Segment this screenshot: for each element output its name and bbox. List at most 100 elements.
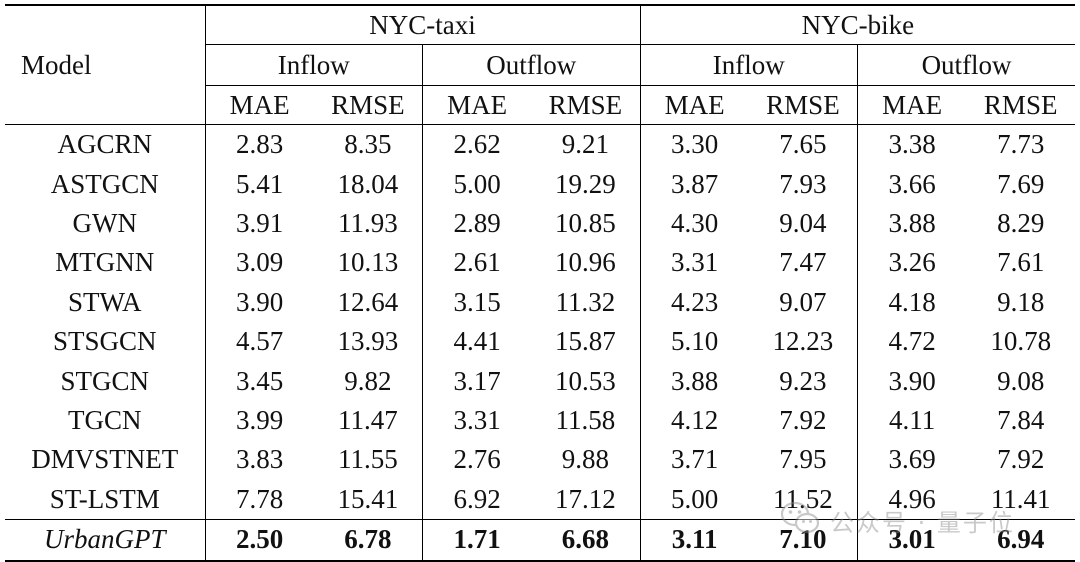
metric-value: 8.29 <box>997 207 1045 238</box>
model-name: UrbanGPT <box>5 518 206 562</box>
metric-header: RMSE <box>748 85 859 125</box>
results-table: Model NYC-taxi NYC-bike Inflow Outflow I… <box>5 4 1076 562</box>
table-row: TGCN 3.99 11.47 3.31 11.58 4.12 7.92 4.1… <box>5 400 1075 441</box>
metric-value: 11.58 <box>531 400 641 441</box>
metric-value: 4.18 <box>888 286 936 317</box>
metric-value: 15.87 <box>531 321 641 362</box>
metric-value: 4.11 <box>889 404 936 435</box>
table-row: MTGNN 3.09 10.13 2.61 10.96 3.31 7.47 3.… <box>5 243 1075 283</box>
dataset-header-nyc-taxi: NYC-taxi <box>205 4 641 45</box>
metric-value: 7.61 <box>997 247 1045 278</box>
metric-value: 3.09 <box>236 247 284 278</box>
metric-header: RMSE <box>313 85 423 125</box>
metric-value: 9.23 <box>748 361 859 401</box>
metric-value-best: 1.71 <box>422 518 532 562</box>
metric-value: 3.87 <box>671 168 719 199</box>
metric-value-best: 3.11 <box>640 518 749 562</box>
metric-value-best: 6.78 <box>313 518 423 562</box>
metric-value: 2.76 <box>453 444 501 475</box>
metric-value: 3.88 <box>888 207 936 238</box>
metric-value: 4.41 <box>453 326 501 357</box>
metric-header: RMSE <box>531 85 641 125</box>
metric-value: 9.88 <box>531 440 641 480</box>
metric-value: 5.10 <box>671 326 719 357</box>
metric-value: 3.90 <box>236 286 284 317</box>
metric-value: 6.92 <box>453 483 501 514</box>
model-name: STWA <box>5 282 206 322</box>
metric-value: 4.96 <box>888 483 936 514</box>
metric-value: 9.18 <box>997 286 1045 317</box>
metric-value: 2.61 <box>453 247 501 278</box>
table-row: STWA 3.90 12.64 3.15 11.32 4.23 9.07 4.1… <box>5 282 1075 322</box>
metric-value: 11.41 <box>990 483 1051 514</box>
metric-value: 7.92 <box>997 444 1045 475</box>
metric-value: 7.95 <box>748 440 859 480</box>
metric-value: 12.64 <box>313 282 423 322</box>
metric-value: 5.00 <box>453 168 501 199</box>
model-name: TGCN <box>5 400 206 441</box>
metric-value: 10.78 <box>990 326 1052 357</box>
metric-value-best: 6.68 <box>531 518 641 562</box>
metric-value: 3.17 <box>453 365 501 396</box>
metric-value: 4.12 <box>671 404 719 435</box>
metric-value: 11.47 <box>313 400 423 441</box>
metric-value: 3.38 <box>888 129 936 160</box>
metric-value: 3.91 <box>236 207 284 238</box>
metric-value: 3.83 <box>236 444 284 475</box>
metric-value: 3.88 <box>671 365 719 396</box>
metric-value: 9.21 <box>531 124 641 165</box>
model-name: AGCRN <box>5 124 206 165</box>
metric-value: 3.69 <box>888 444 936 475</box>
metric-value: 19.29 <box>531 164 641 204</box>
metric-value: 7.47 <box>748 243 859 283</box>
metric-value: 7.78 <box>236 483 284 514</box>
metric-value: 7.65 <box>748 124 859 165</box>
model-name: MTGNN <box>5 243 206 283</box>
metric-value: 5.00 <box>671 483 719 514</box>
flow-header: Outflow <box>857 44 1076 86</box>
metric-value: 4.30 <box>671 207 719 238</box>
metric-value: 3.26 <box>888 247 936 278</box>
metric-header: MAE <box>640 85 749 125</box>
metric-value-best: 7.10 <box>748 518 859 562</box>
model-name: GWN <box>5 203 206 244</box>
metric-value: 9.82 <box>313 361 423 401</box>
flow-header: Inflow <box>640 44 859 86</box>
metric-value: 11.93 <box>313 203 423 244</box>
metric-value-best: 3.01 <box>857 518 967 562</box>
metric-value: 3.66 <box>888 168 936 199</box>
metric-value: 10.13 <box>313 243 423 283</box>
metric-value: 3.71 <box>671 444 719 475</box>
model-name: ST-LSTM <box>5 479 206 520</box>
metric-value: 10.96 <box>531 243 641 283</box>
model-name: STSGCN <box>5 321 206 362</box>
metric-value: 3.45 <box>236 365 284 396</box>
metric-value: 4.57 <box>236 326 284 357</box>
table-row: DMVSTNET 3.83 11.55 2.76 9.88 3.71 7.95 … <box>5 440 1075 480</box>
metric-value: 3.31 <box>453 404 501 435</box>
metric-value: 7.84 <box>997 404 1045 435</box>
flow-header: Inflow <box>205 44 423 86</box>
table-row: GWN 3.91 11.93 2.89 10.85 4.30 9.04 3.88… <box>5 203 1075 244</box>
highlight-row-urbangpt: UrbanGPT 2.50 6.78 1.71 6.68 3.11 7.10 3… <box>5 518 1076 562</box>
table-row: AGCRN 2.83 8.35 2.62 9.21 3.30 7.65 3.38… <box>5 124 1075 165</box>
metric-value: 7.93 <box>748 164 859 204</box>
metric-header: MAE <box>857 85 967 125</box>
metric-value: 3.31 <box>671 247 719 278</box>
model-column-header: Model <box>5 4 206 125</box>
table-row: STGCN 3.45 9.82 3.17 10.53 3.88 9.23 3.9… <box>5 361 1075 401</box>
metric-value: 11.52 <box>748 479 859 520</box>
metric-value: 2.83 <box>236 129 284 160</box>
metric-header: MAE <box>205 85 314 125</box>
model-name: ASTGCN <box>5 164 206 204</box>
metric-value: 9.08 <box>997 365 1045 396</box>
model-name: DMVSTNET <box>5 440 206 480</box>
metric-value: 7.92 <box>748 400 859 441</box>
metric-value: 13.93 <box>313 321 423 362</box>
metric-value: 3.30 <box>671 129 719 160</box>
metric-value: 15.41 <box>313 479 423 520</box>
metric-header: MAE <box>422 85 532 125</box>
metric-value: 10.53 <box>531 361 641 401</box>
flow-header: Outflow <box>422 44 641 86</box>
metric-value: 9.07 <box>748 282 859 322</box>
